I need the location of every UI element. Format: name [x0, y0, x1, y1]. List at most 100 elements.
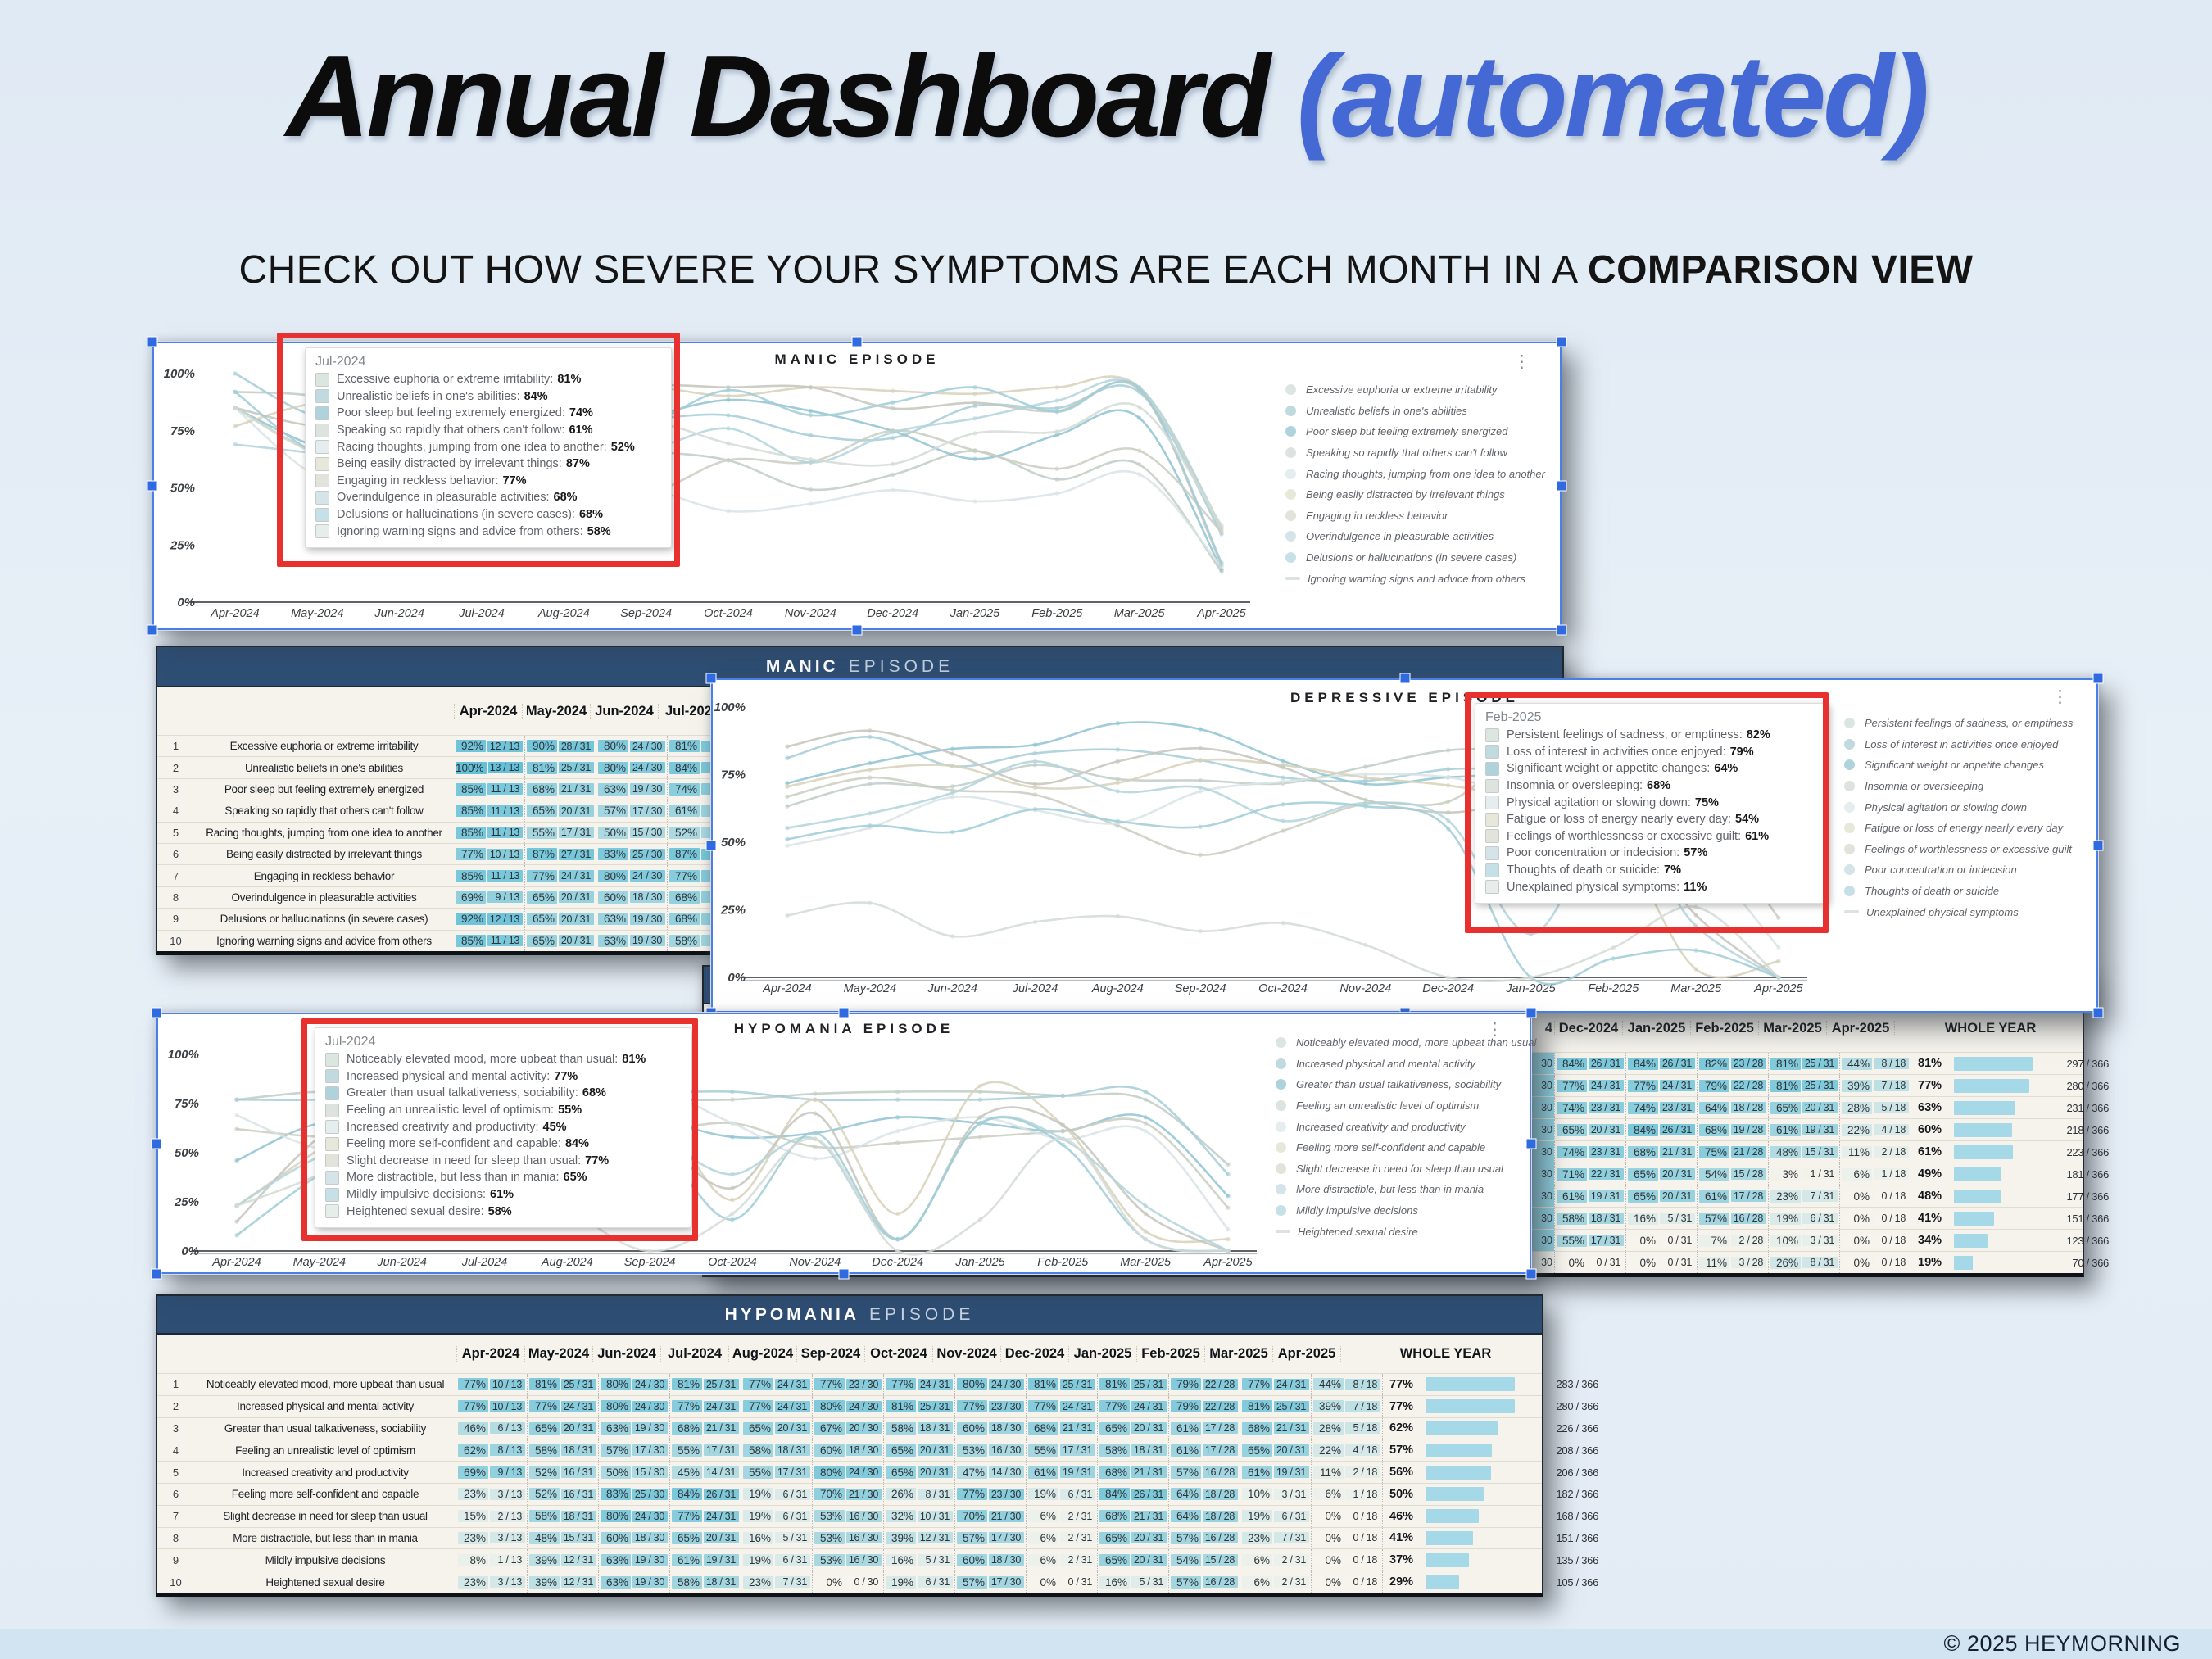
selection-handle[interactable] [1556, 624, 1567, 636]
data-point [1281, 775, 1285, 780]
selection-handle[interactable] [2092, 1007, 2104, 1018]
data-point [785, 744, 790, 749]
selection-handle[interactable] [2092, 673, 2104, 684]
selection-handle[interactable] [147, 336, 158, 347]
table-cell: 10% 3 / 31 [1240, 1483, 1311, 1505]
data-point [785, 794, 790, 800]
selection-handle[interactable] [1556, 336, 1567, 347]
data-point [1115, 818, 1121, 824]
cell-percent: 47% [957, 1466, 987, 1479]
chart-menu-icon[interactable]: ⋮ [1486, 1020, 1503, 1039]
cell-fraction: 0 / 30 [846, 1576, 882, 1589]
chart-menu-icon[interactable]: ⋮ [2051, 687, 2069, 706]
selection-handle[interactable] [2092, 840, 2104, 851]
series-swatch-icon [1485, 880, 1499, 895]
year-fraction: 182 / 366 [1556, 1488, 1598, 1501]
data-point [1115, 780, 1121, 786]
data-point [1693, 967, 1698, 972]
data-point [950, 784, 955, 789]
year-fraction: 223 / 366 [2066, 1145, 2109, 1158]
cell-percent: 8% [458, 1553, 488, 1566]
data-point [785, 784, 790, 789]
table-cell: 53% 16 / 30 [812, 1505, 883, 1527]
x-axis-label: Jan-2025 [950, 607, 1000, 620]
column-header: WHOLE YEAR [1894, 1020, 2086, 1036]
table-row: 7 Slight decrease in need for sleep than … [157, 1504, 1598, 1527]
year-bar [1954, 1078, 2029, 1093]
cell-fraction: 18 / 30 [630, 891, 665, 904]
whole-year-cell: 61% 223 / 366 [1911, 1141, 2114, 1163]
tooltip-item: Increased creativity and productivity: 45… [325, 1118, 679, 1135]
cell-fraction: 17 / 31 [559, 827, 594, 839]
cell-fraction: 2 / 28 [1731, 1235, 1766, 1246]
tooltip-value: 81% [622, 1053, 646, 1067]
series-swatch-icon [315, 524, 329, 539]
selection-handle[interactable] [851, 336, 863, 347]
selection-handle[interactable] [151, 1007, 162, 1018]
selection-handle[interactable] [147, 480, 158, 492]
row-label: Racing thoughts, jumping from one idea t… [206, 826, 442, 839]
cell-fraction: 19 / 30 [630, 913, 665, 925]
selection-handle[interactable] [151, 1268, 162, 1280]
cell-percent: 69% [458, 1466, 488, 1479]
cell-percent: 52% [669, 826, 700, 839]
cell-percent: 57% [957, 1575, 987, 1589]
cell-percent: 85% [456, 805, 486, 818]
cell-fraction: 6 / 31 [775, 1510, 810, 1522]
table-header-row: 4 Dec-2024 Jan-2025 Feb-2025 Mar-2025 Apr-202… [704, 1004, 2083, 1052]
table-cell: 61% 17 / 28 [1168, 1439, 1240, 1462]
year-percent: 41% [1918, 1212, 1942, 1225]
cell-fraction: 8 / 13 [490, 1444, 525, 1457]
selection-handle[interactable] [705, 840, 717, 851]
selection-handle[interactable] [705, 673, 717, 684]
legend-label: Unexplained physical symptoms [1866, 905, 2019, 918]
table-cell: 6% 2 / 31 [1026, 1527, 1097, 1549]
selection-handle[interactable] [838, 1007, 850, 1018]
selection-handle[interactable] [1525, 1138, 1537, 1149]
cell-fraction: 20 / 31 [559, 913, 594, 925]
cell-percent: 52% [529, 1488, 560, 1501]
table-cell: 16% 5 / 31 [1097, 1571, 1168, 1593]
cell-percent: 0% [1628, 1234, 1658, 1247]
x-axis-label: Dec-2024 [872, 1256, 923, 1269]
selection-handle[interactable] [1525, 1007, 1537, 1018]
table-cell: 52% 16 / 31 [527, 1483, 598, 1505]
chart-menu-icon[interactable]: ⋮ [1513, 352, 1530, 371]
banner-light: EPISODE [868, 1304, 975, 1324]
selection-handle[interactable] [1525, 1268, 1537, 1280]
selection-handle[interactable] [851, 624, 863, 636]
legend-item: More distractible, but less than in mani… [1276, 1179, 1536, 1200]
tooltip-value: 64% [1714, 762, 1738, 776]
table-cell: 61% 17 / 28 [1168, 1417, 1240, 1439]
selection-handle[interactable] [147, 624, 158, 636]
cell-percent: 11% [1313, 1466, 1344, 1479]
tooltip-label: Excessive euphoria or extreme irritabili… [337, 373, 554, 387]
depressive-chart-panel[interactable]: DEPRESSIVE EPISODE ⋮ 100% 75% 50% 25% 0% Apr-… [705, 673, 2104, 1018]
tooltip-value: 45% [542, 1120, 567, 1134]
tooltip-item: Feeling more self-confident and capable:… [325, 1135, 679, 1153]
legend-item: Unexplained physical symptoms [1844, 901, 2073, 922]
cell-percent: 68% [669, 891, 700, 904]
tooltip-item: Feeling an unrealistic level of optimism… [325, 1102, 679, 1119]
data-point [895, 1089, 900, 1095]
cell-fraction: 15 / 30 [630, 827, 665, 839]
cell-fraction: 2 / 13 [490, 1510, 525, 1522]
series-swatch-icon [325, 1086, 339, 1100]
table-cell: 77% 24 / 31 [669, 1505, 741, 1527]
data-point [868, 734, 873, 740]
cell-percent: 77% [814, 1378, 845, 1391]
cell-percent: 58% [743, 1444, 773, 1457]
selection-handle[interactable] [838, 1268, 850, 1280]
cell-fraction: 6 / 31 [1274, 1510, 1309, 1522]
data-point [1363, 772, 1368, 777]
cell-fraction: 22 / 28 [1731, 1080, 1766, 1091]
data-point [1115, 721, 1121, 726]
selection-handle[interactable] [151, 1138, 162, 1149]
selection-handle[interactable] [1399, 673, 1410, 684]
selection-handle[interactable] [1556, 480, 1567, 492]
year-percent: 63% [1918, 1101, 1942, 1114]
data-point [726, 426, 731, 431]
row-number: 1 [172, 1378, 179, 1391]
data-point [813, 1131, 818, 1135]
table-cell: 77% 10 / 13 [454, 844, 524, 864]
